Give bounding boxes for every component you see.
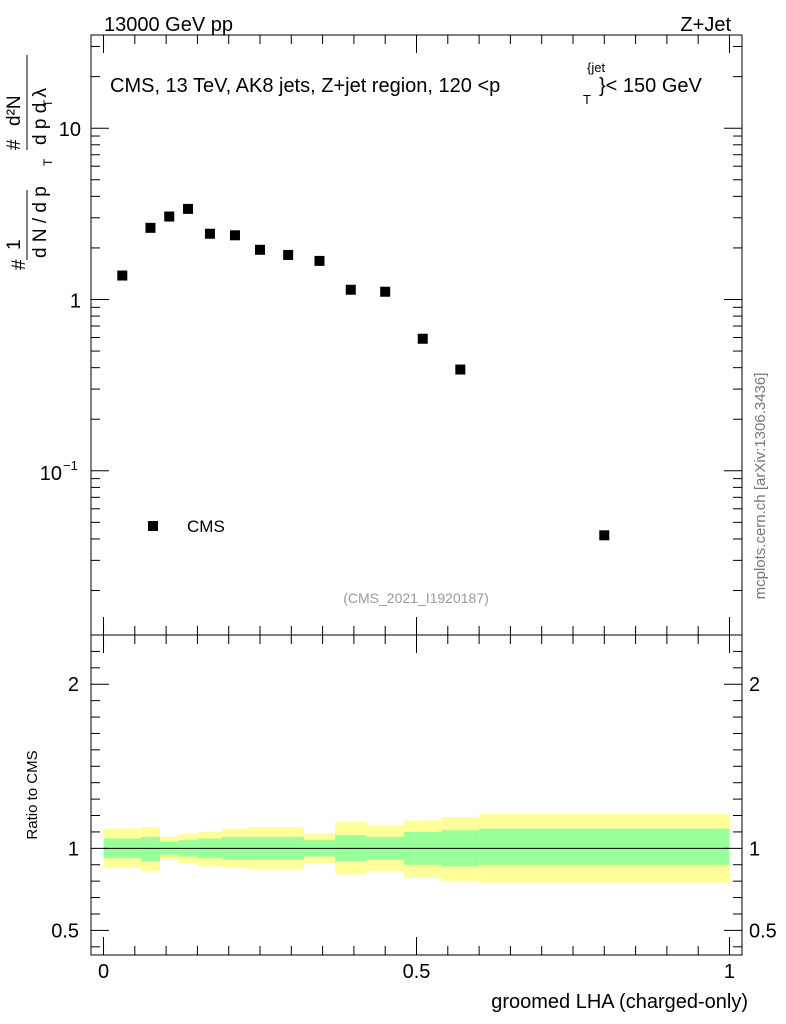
data-point [345,284,356,295]
y-label-hash1: # [9,259,30,270]
y-label-hash2: # [4,139,25,150]
main-y-tick-label: 10 [59,119,81,141]
header-right-label: Z+Jet [680,14,731,36]
data-point [145,222,156,233]
analysis-watermark: (CMS_2021_I1920187) [343,590,489,606]
plot-title: CMS, 13 TeV, AK8 jets, Z+jet region, 120… [110,75,500,97]
x-tick-labels: 0 0.5 1 [98,961,735,983]
inner-uncertainty-band [479,828,730,865]
ratio-y-tick-label-right: 2 [749,674,760,696]
side-label: mcplots.cern.ch [arXiv:1306.3436] [752,373,769,600]
y-label-frac-num: 1 [4,239,25,250]
ratio-axis-ticks [91,634,742,955]
plot-title-sub: T [583,92,591,107]
data-point [204,228,215,239]
main-plot-frame [90,34,743,636]
y-label-sub-1: T [41,158,55,166]
y-label-num: d²N [4,95,25,126]
data-point [599,530,610,541]
plot-title-main: CMS, 13 TeV, AK8 jets, Z+jet region, 120… [110,75,500,97]
main-data-points [117,203,610,541]
plot-title-sup: {jet [587,60,605,75]
x-tick-label: 0 [98,961,109,983]
main-y-tick-label: 10 [40,463,62,485]
main-y-tick-label: 1 [70,290,81,312]
ratio-y-axis-label: Ratio to CMS [24,750,41,839]
data-point [283,249,294,260]
ratio-plot-panel: 0.5 0.51 12 2 0 0.5 1 [51,634,777,983]
x-tick-label: 1 [724,961,735,983]
ratio-y-tick-label-left: 1 [68,838,79,860]
y-label-den: d p d λ [30,87,51,145]
plot-title-tail: }< 150 GeV [599,75,703,97]
x-axis-label: groomed LHA (charged-only) [491,991,748,1013]
legend-marker [148,521,158,531]
ratio-y-tick-label-right: 1 [749,838,760,860]
header-left-label: 13000 GeV pp [104,14,233,36]
y-label-sub-2: T [41,99,55,107]
inner-uncertainty-band [141,836,160,862]
main-y-tick-label-exponent: −1 [63,458,78,473]
y-label-frac-den: d N / d p [30,186,51,258]
main-axis-ticks [91,35,742,635]
data-point [164,211,175,222]
data-point [314,255,325,266]
main-y-axis-label: # 1 d N / d p T # d²N d p d λ T [4,55,55,270]
ratio-y-tick-labels: 0.5 0.5 1 1 2 2 [51,674,777,942]
data-point [255,244,266,255]
ratio-plot-frame [90,634,743,956]
x-tick-label: 0.5 [403,961,431,983]
data-point [455,364,466,375]
data-point [380,286,391,297]
data-point [229,230,240,241]
legend-label: CMS [187,517,225,536]
data-point [183,203,194,214]
ratio-y-tick-label-left: 0.5 [51,920,79,942]
data-point [117,270,128,281]
ratio-y-tick-label-left: 2 [68,674,79,696]
data-point [417,333,428,344]
ratio-y-tick-label-right: 0.5 [749,920,777,942]
